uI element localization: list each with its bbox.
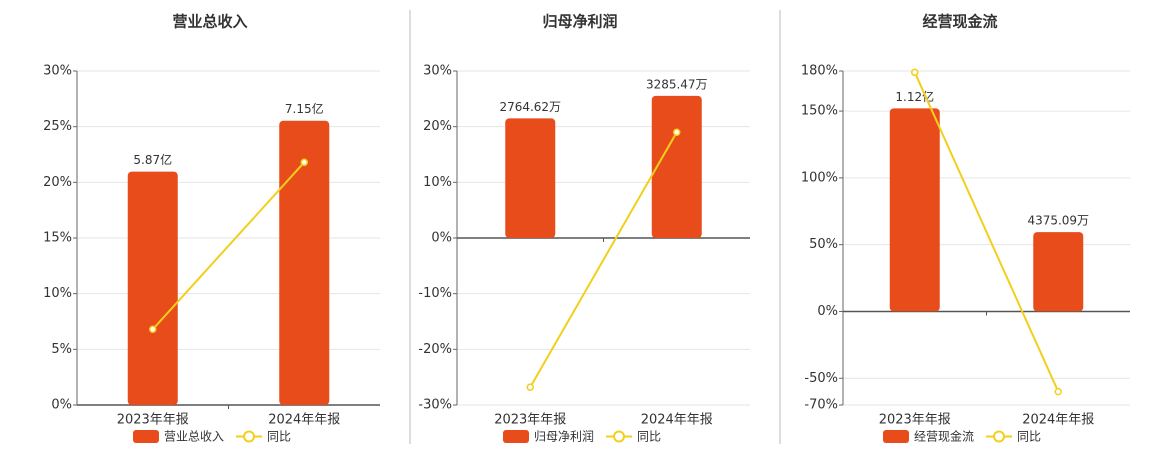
bar-value-label: 4375.09万 [1027, 214, 1089, 228]
x-tick-label: 2024年年报 [268, 413, 340, 428]
y-tick-label: 30% [423, 64, 452, 79]
y-tick-label: 0% [431, 231, 452, 246]
y-tick-label: 20% [43, 175, 72, 190]
legend-label: 归母净利润 [534, 430, 594, 444]
line [529, 131, 678, 388]
legend-label: 同比 [267, 430, 291, 444]
line-point [300, 158, 308, 167]
line-point [673, 128, 681, 136]
line-point [526, 383, 534, 391]
line [152, 161, 305, 330]
legend-swatch [503, 430, 529, 443]
y-tick-label: 100% [801, 170, 838, 185]
legend-label: 经营现金流 [914, 429, 974, 444]
legend-swatch [993, 430, 1006, 443]
chart-title: 归母净利润 [542, 13, 617, 31]
y-tick-label: -20% [418, 342, 452, 357]
y-tick-label: 20% [423, 119, 452, 134]
bar [1033, 232, 1084, 312]
y-tick-label: -30% [418, 398, 452, 413]
legend-label: 同比 [637, 430, 661, 444]
bar [127, 171, 178, 405]
x-tick-label: 2024年年报 [1022, 413, 1094, 428]
x-tick-label: 2024年年报 [641, 413, 713, 428]
legend-swatch [243, 430, 256, 443]
x-tick-label: 2023年年报 [879, 413, 951, 428]
bar [651, 95, 702, 239]
x-tick-label: 2023年年报 [117, 413, 189, 428]
y-tick-label: 10% [423, 175, 452, 190]
y-tick-label: 25% [43, 119, 72, 134]
y-tick-label: 10% [43, 286, 72, 301]
line-point [911, 68, 919, 77]
bar-value-label: 7.15亿 [285, 101, 324, 116]
y-tick-label: 0% [817, 304, 838, 319]
y-tick-label: -50% [804, 371, 838, 386]
y-tick-label: -70% [804, 398, 838, 413]
legend-swatch [133, 430, 159, 443]
bar-value-label: 2764.62万 [499, 100, 561, 114]
legend-label: 营业总收入 [164, 430, 224, 444]
y-tick-label: 180% [801, 64, 838, 79]
y-tick-label: 0% [51, 398, 72, 413]
chart-title: 经营现金流 [922, 13, 997, 31]
y-tick-label: 5% [51, 342, 72, 357]
bar-value-label: 5.87亿 [133, 152, 172, 167]
bar [279, 120, 330, 405]
x-tick-label: 2023年年报 [494, 413, 566, 428]
legend-label: 同比 [1017, 430, 1041, 444]
y-tick-label: 30% [43, 64, 72, 79]
bar-value-label: 3285.47万 [646, 77, 708, 91]
chart-title: 营业总收入 [172, 13, 247, 31]
bar [505, 118, 556, 238]
legend-swatch [883, 430, 909, 443]
bar [889, 108, 940, 312]
y-tick-label: 15% [43, 231, 72, 246]
y-tick-label: 150% [801, 104, 838, 119]
y-tick-label: -10% [418, 286, 452, 301]
legend-swatch [613, 430, 626, 443]
line-point [149, 325, 157, 334]
line [913, 71, 1060, 393]
y-tick-label: 50% [809, 237, 838, 252]
line-point [1054, 387, 1062, 396]
